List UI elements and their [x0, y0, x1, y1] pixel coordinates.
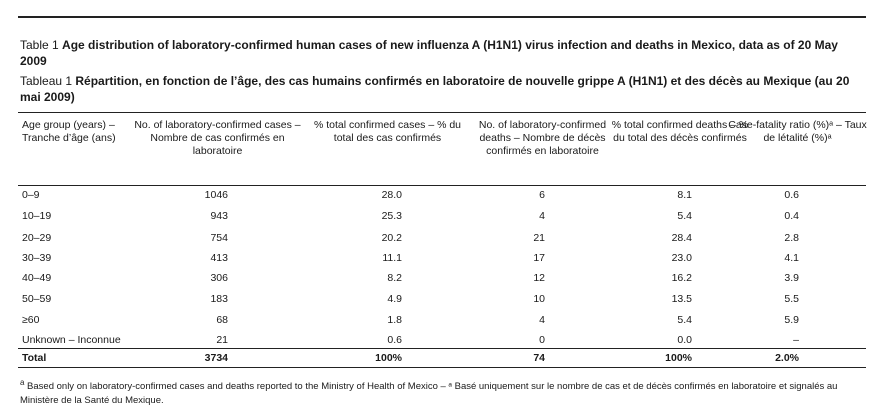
caption-fr: Tableau 1 Répartition, en fonction de l’… — [20, 73, 866, 105]
cell-value: 2.8 — [784, 232, 799, 244]
cell-value: 25.3 — [381, 210, 402, 222]
cell-value: 13.5 — [671, 293, 692, 305]
cell-value: 3734 — [204, 352, 228, 364]
column-header: Age group (years) – Tranche d’âge (ans) — [22, 119, 116, 144]
cell-value: 1.8 — [387, 314, 402, 326]
cell-value: 8.1 — [677, 189, 692, 201]
cell-value: 5.4 — [677, 314, 692, 326]
cell-value: 4 — [539, 210, 545, 222]
caption-label: Tableau 1 — [20, 74, 73, 88]
cell-value: 5.4 — [677, 210, 692, 222]
row-label: 20–29 — [22, 232, 52, 244]
cell-value: 0 — [539, 334, 545, 346]
footnote-marker: a — [20, 378, 25, 387]
cell-value: 943 — [210, 210, 228, 222]
column-header: Case-fatality ratio (%)ᵃ – Taux de létal… — [728, 119, 867, 144]
row-label: 10–19 — [22, 210, 52, 222]
cell-value: 6 — [539, 189, 545, 201]
cell-value: 16.2 — [671, 272, 692, 284]
caption-en: Table 1 Age distribution of laboratory-c… — [20, 37, 866, 69]
cell-value: 21 — [216, 334, 228, 346]
cell-value: 28.4 — [671, 232, 692, 244]
cell-value: 11.1 — [382, 252, 402, 264]
cell-value: 0.6 — [387, 334, 402, 346]
cell-value: 4.9 — [387, 293, 402, 305]
row-label: 50–59 — [22, 293, 52, 305]
cell-value: 74 — [533, 352, 545, 364]
cell-value: 17 — [533, 252, 545, 264]
cell-value: – — [793, 334, 799, 346]
total-rule — [18, 348, 866, 349]
caption-text: Répartition, en fonction de l’âge, des c… — [20, 74, 850, 104]
cell-value: 4.1 — [784, 252, 799, 264]
cell-value: 12 — [533, 272, 545, 284]
cell-value: 10 — [533, 293, 545, 305]
column-header: % total confirmed deaths – % du total de… — [611, 119, 749, 144]
cell-value: 68 — [216, 314, 228, 326]
cell-value: 20.2 — [381, 232, 402, 244]
row-label: ≥60 — [22, 314, 40, 326]
column-header: No. of laboratory-confirmed deaths – Nom… — [478, 119, 607, 157]
header-rule — [18, 112, 866, 113]
cell-value: 23.0 — [671, 252, 692, 264]
cell-value: 1046 — [204, 189, 228, 201]
cell-value: 0.6 — [784, 189, 799, 201]
cell-value: 3.9 — [784, 272, 799, 284]
header-bottom-rule — [18, 185, 866, 186]
cell-value: 5.5 — [784, 293, 799, 305]
cell-value: 8.2 — [387, 272, 402, 284]
cell-value: 100% — [665, 352, 692, 364]
cell-value: 4 — [539, 314, 545, 326]
cell-value: 5.9 — [784, 314, 799, 326]
row-label: 0–9 — [22, 189, 40, 201]
cell-value: 413 — [210, 252, 228, 264]
caption-text: Age distribution of laboratory-confirmed… — [20, 38, 838, 68]
cell-value: 183 — [210, 293, 228, 305]
cell-value: 21 — [533, 232, 545, 244]
row-label: Unknown – Inconnue — [22, 334, 121, 346]
cell-value: 100% — [375, 352, 402, 364]
cell-value: 754 — [210, 232, 228, 244]
column-header: No. of laboratory-confirmed cases – Nomb… — [134, 119, 301, 157]
column-header: % total confirmed cases – % du total des… — [313, 119, 462, 144]
caption-label: Table 1 — [20, 38, 59, 52]
row-label: 40–49 — [22, 272, 52, 284]
row-label: Total — [22, 352, 47, 364]
cell-value: 0.0 — [677, 334, 692, 346]
cell-value: 28.0 — [381, 189, 402, 201]
footnote: a Based only on laboratory-confirmed cas… — [20, 376, 866, 408]
row-label: 30–39 — [22, 252, 52, 264]
cell-value: 0.4 — [784, 210, 799, 222]
bottom-rule — [18, 367, 866, 368]
top-rule — [18, 16, 866, 18]
cell-value: 306 — [210, 272, 228, 284]
cell-value: 2.0% — [775, 352, 799, 364]
footnote-text: Based only on laboratory-confirmed cases… — [20, 381, 838, 407]
